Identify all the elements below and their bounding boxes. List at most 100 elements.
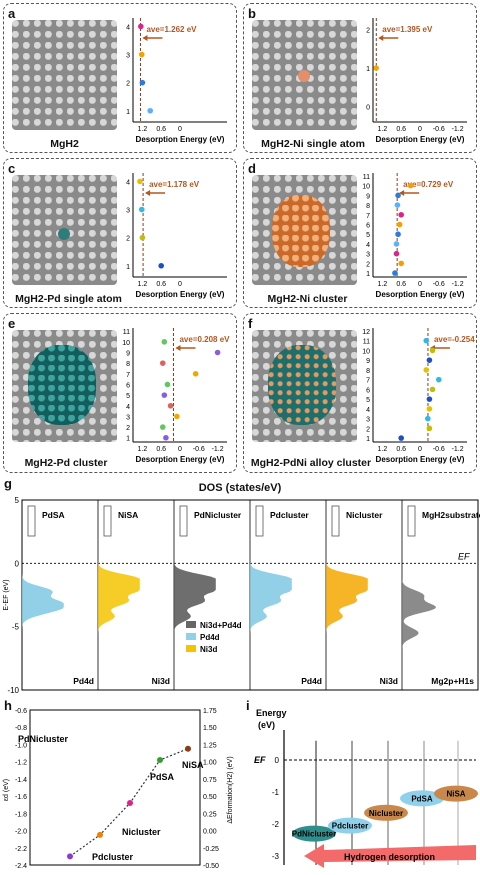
- data-point: [423, 337, 430, 344]
- dos-legend-swatch: [186, 621, 196, 628]
- caption-b: MgH2-Ni single atom: [261, 138, 365, 150]
- data-point: [137, 178, 143, 185]
- i-ylabel-1: Energy: [256, 708, 287, 718]
- dos-profile: [250, 559, 292, 665]
- h-right-tick: 1.25: [203, 742, 217, 749]
- ni-atom-marker: [298, 70, 310, 82]
- average-arrow-head: [142, 35, 148, 41]
- chart-d: 1 2 3 4 5 6 7 8 9 10 11 1.2 0.6 0 -0.6 -1.2 Desorption E…: [362, 173, 467, 299]
- i-band-label: NiSA: [446, 790, 465, 799]
- y-tick-label: 2: [126, 81, 130, 88]
- i-desorption-arrow: [304, 844, 476, 868]
- chart-a: 1 2 3 4 1.2 0.6 0 Desorption Energy (eV) ave=1.2…: [126, 18, 227, 144]
- x-axis-label: Desorption Energy (eV): [136, 455, 225, 464]
- dos-column-bottom-label: Pd4d: [73, 676, 94, 686]
- y-tick-label: 1: [126, 109, 130, 116]
- dband-chart: -0.6 -0.8 -1.0 -1.2 -1.4 -1.6 -1.8 -2.0 -2.2 -2.4…: [3, 708, 234, 870]
- x-tick-label: 0: [418, 126, 422, 133]
- y-tick-label: 9: [126, 351, 130, 358]
- data-point: [398, 260, 404, 267]
- x-tick-label: 0.6: [156, 281, 166, 288]
- i-tick: -2: [272, 820, 280, 829]
- data-point: [426, 357, 433, 363]
- dos-profile: [326, 559, 368, 665]
- average-label: ave=1.178 eV: [149, 180, 200, 189]
- y-tick-label: 4: [126, 179, 130, 186]
- h-label-pd-sa: PdSA: [150, 772, 175, 782]
- x-tick-label: 1.2: [378, 281, 388, 288]
- y-tick-label: 2: [126, 236, 130, 243]
- panel-label-c: c: [8, 161, 16, 176]
- h-right-tick: 0.75: [203, 777, 217, 784]
- x-axis-label: Desorption Energy (eV): [376, 135, 465, 144]
- x-axis-label: Desorption Energy (eV): [136, 135, 225, 144]
- y-tick-label: 2: [366, 261, 370, 268]
- h-dband-point: [127, 800, 133, 806]
- data-point: [161, 339, 168, 345]
- i-band: [400, 790, 444, 807]
- dos-hatch-box: [103, 505, 112, 537]
- chart-b: 0 1 2 1.2 0.6 0 -0.6 -1.2 Desorption Energy (eV)…: [366, 18, 467, 144]
- dos-profile: [174, 559, 216, 665]
- dos-legend-swatch: [186, 633, 196, 640]
- data-point: [429, 347, 436, 354]
- y-tick-label: 10: [122, 340, 130, 347]
- x-axis-label: Desorption Energy (eV): [376, 455, 465, 464]
- average-arrow-head: [145, 190, 151, 196]
- y-tick-label: 2: [366, 426, 370, 433]
- average-label: ave=0.208 eV: [179, 335, 230, 344]
- data-point: [429, 386, 436, 393]
- data-point: [398, 211, 404, 218]
- y-tick-label: 7: [126, 372, 130, 379]
- y-tick-label: 1: [126, 436, 130, 443]
- data-point: [407, 182, 414, 189]
- panel-a: [3, 3, 237, 153]
- data-point: [398, 435, 404, 441]
- h-right-tick: 0.00: [203, 829, 217, 836]
- x-tick-label: 0: [178, 281, 182, 288]
- average-label: ave=0.729 eV: [403, 180, 454, 189]
- data-point: [192, 371, 199, 377]
- data-point: [158, 262, 164, 269]
- i-band: [434, 785, 478, 802]
- y-tick-label: 3: [126, 208, 130, 215]
- pdni-cluster-marker: [268, 345, 336, 425]
- dos-legend-label: Ni3d+Pd4d: [200, 621, 242, 630]
- h-left-tick: -0.6: [15, 708, 27, 715]
- x-axis-label: Desorption Energy (eV): [136, 290, 225, 299]
- caption-f: MgH2-PdNi alloy cluster: [250, 457, 372, 469]
- y-tick-label: 11: [123, 329, 130, 336]
- h-label-ni-sa: NiSA: [182, 760, 204, 770]
- data-point: [426, 406, 433, 412]
- data-point: [159, 360, 166, 366]
- h-right-tick: 1.00: [203, 760, 217, 767]
- i-tick: -3: [272, 852, 280, 861]
- i-band: [292, 825, 336, 842]
- h-dband-point: [157, 756, 163, 763]
- dos-legend-label: Ni3d: [200, 645, 217, 654]
- data-point: [393, 250, 400, 257]
- x-tick-label: -0.6: [433, 446, 445, 453]
- panel-label-a: a: [8, 6, 16, 21]
- h-label-ni-cluster: Nicluster: [122, 827, 161, 837]
- x-tick-label: -1.2: [212, 446, 224, 453]
- dos-column-bottom-label: Mg2p+H1s: [431, 676, 474, 686]
- caption-d: MgH2-Ni cluster: [267, 293, 348, 305]
- panel-label-b: b: [248, 6, 256, 21]
- data-point: [138, 23, 144, 30]
- y-tick-label: 5: [126, 393, 130, 400]
- y-tick-label: 3: [366, 252, 370, 259]
- x-tick-label: 0: [418, 281, 422, 288]
- y-tick-label: 10: [362, 184, 370, 191]
- average-label: ave=-0.254 eV: [434, 335, 475, 344]
- data-point: [395, 192, 401, 199]
- x-tick-label: 0.6: [396, 446, 406, 453]
- i-tick: -1: [272, 788, 280, 797]
- dos-column-bottom-label: Ni3d: [380, 676, 398, 686]
- h-left-tick: -0.8: [15, 725, 27, 732]
- fermi-label: EF: [458, 551, 470, 561]
- y-tick-label: 4: [126, 404, 130, 411]
- y-tick-label: 4: [366, 407, 370, 414]
- dos-hatch-box: [179, 505, 188, 537]
